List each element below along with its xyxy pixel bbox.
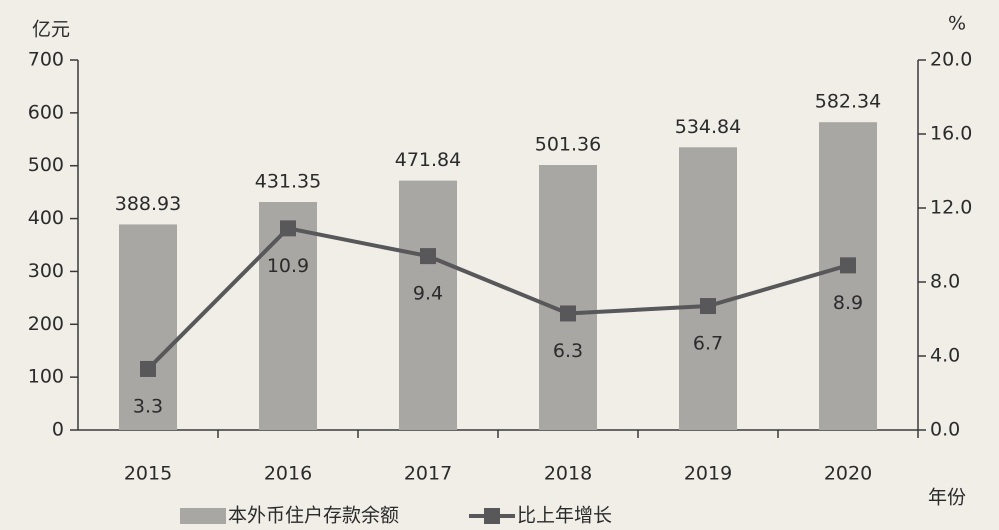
bar-value-label: 471.84 xyxy=(395,149,461,171)
y2-tick-label: 12.0 xyxy=(930,197,972,219)
legend-label: 本外币住户存款余额 xyxy=(228,505,399,527)
y-tick-label: 400 xyxy=(28,207,64,229)
legend-label: 比上年增长 xyxy=(517,505,612,527)
x-tick-label: 2017 xyxy=(404,463,452,485)
line-value-label: 8.9 xyxy=(833,292,863,314)
bar xyxy=(119,224,177,430)
line xyxy=(146,226,849,371)
y2-tick-label: 8.0 xyxy=(930,271,960,293)
line-marker xyxy=(420,248,436,265)
x-tick-label: 2016 xyxy=(264,463,312,485)
line-value-label: 3.3 xyxy=(133,395,163,417)
line-value-label: 6.7 xyxy=(693,333,723,355)
y2-tick-label: 4.0 xyxy=(930,345,960,367)
bar-value-label: 431.35 xyxy=(255,171,321,193)
line-marker xyxy=(560,305,576,322)
y-tick-label: 500 xyxy=(28,154,64,176)
y2-tick-label: 20.0 xyxy=(930,49,972,71)
y-axis-label: 亿元 xyxy=(32,19,70,41)
line-marker xyxy=(280,220,296,237)
line-marker xyxy=(700,298,716,315)
y2-tick-label: 0.0 xyxy=(930,419,960,441)
y-tick-label: 700 xyxy=(28,49,64,71)
y-tick-label: 200 xyxy=(28,313,64,335)
x-tick-label: 2018 xyxy=(544,463,592,485)
legend-swatch xyxy=(180,508,226,524)
y-tick-label: 100 xyxy=(28,366,64,388)
bar xyxy=(819,122,877,430)
bar xyxy=(399,180,457,430)
y-tick-label: 300 xyxy=(28,260,64,282)
bar xyxy=(259,202,317,430)
x-tick-label: 2019 xyxy=(684,463,732,485)
x-axis-label: 年份 xyxy=(928,487,966,509)
line-value-label: 10.9 xyxy=(267,255,309,277)
x-tick-label: 2015 xyxy=(124,463,172,485)
bar xyxy=(539,164,597,430)
y2-axis-label: % xyxy=(948,13,966,35)
bar-value-label: 582.34 xyxy=(815,91,881,113)
bar xyxy=(679,147,737,430)
bar-value-label: 388.93 xyxy=(115,193,181,215)
x-tick-label: 2020 xyxy=(824,463,872,485)
y-tick-label: 0 xyxy=(52,419,64,441)
line-value-label: 9.4 xyxy=(413,283,443,305)
line-marker xyxy=(840,257,856,274)
line-value-label: 6.3 xyxy=(553,340,583,362)
bar-value-label: 534.84 xyxy=(675,116,741,138)
line-marker xyxy=(140,360,156,377)
legend-swatch-marker xyxy=(484,508,501,524)
y2-tick-label: 16.0 xyxy=(930,123,972,145)
bar-value-label: 501.36 xyxy=(535,133,601,155)
y-tick-label: 600 xyxy=(28,101,64,123)
